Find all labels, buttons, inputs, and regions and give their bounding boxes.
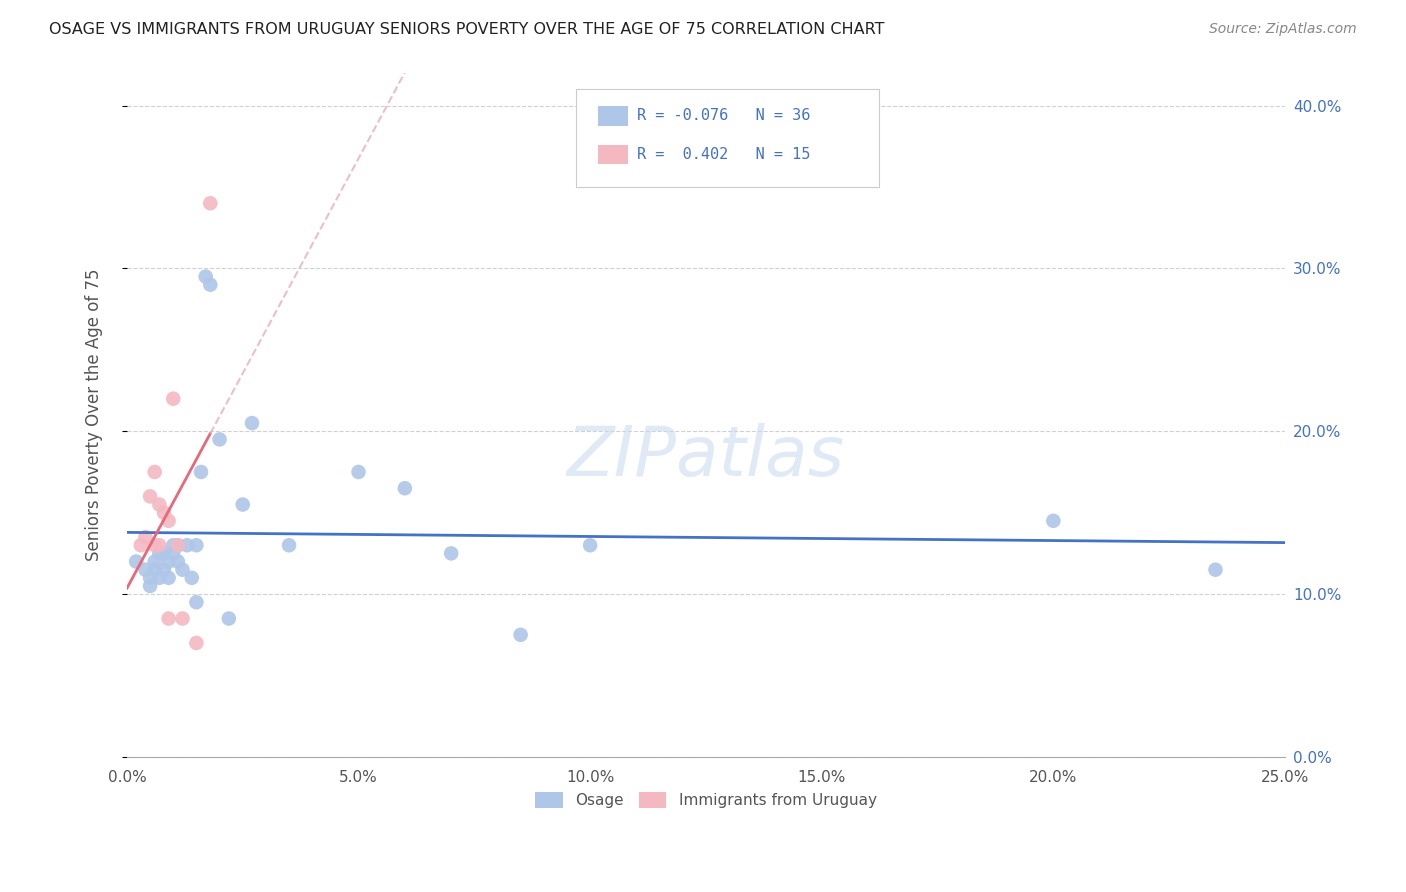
Point bbox=[186, 538, 208, 552]
Point bbox=[208, 433, 231, 447]
Point bbox=[162, 392, 184, 406]
Point bbox=[153, 506, 176, 520]
Point bbox=[167, 555, 190, 569]
Text: R = -0.076   N = 36: R = -0.076 N = 36 bbox=[637, 109, 810, 123]
Point bbox=[347, 465, 370, 479]
Point bbox=[153, 563, 176, 577]
Point bbox=[509, 628, 531, 642]
Legend: Osage, Immigrants from Uruguay: Osage, Immigrants from Uruguay bbox=[529, 786, 883, 814]
Point bbox=[186, 636, 208, 650]
Point bbox=[232, 498, 254, 512]
Point bbox=[143, 563, 166, 577]
Point bbox=[129, 538, 152, 552]
Point bbox=[157, 611, 180, 625]
Point bbox=[157, 514, 180, 528]
Point bbox=[162, 546, 184, 560]
Point bbox=[125, 555, 148, 569]
Point bbox=[139, 571, 162, 585]
Point bbox=[172, 563, 194, 577]
Point bbox=[240, 416, 263, 430]
Point bbox=[139, 579, 162, 593]
Point bbox=[148, 546, 170, 560]
Y-axis label: Seniors Poverty Over the Age of 75: Seniors Poverty Over the Age of 75 bbox=[86, 268, 103, 561]
Point bbox=[1204, 563, 1226, 577]
Point bbox=[167, 538, 190, 552]
Point bbox=[200, 277, 222, 292]
Point bbox=[157, 571, 180, 585]
Point bbox=[148, 498, 170, 512]
Point bbox=[148, 571, 170, 585]
Point bbox=[278, 538, 301, 552]
Point bbox=[440, 546, 463, 560]
Point bbox=[186, 595, 208, 609]
Point bbox=[148, 538, 170, 552]
Text: Source: ZipAtlas.com: Source: ZipAtlas.com bbox=[1209, 22, 1357, 37]
Text: R =  0.402   N = 15: R = 0.402 N = 15 bbox=[637, 147, 810, 161]
Point bbox=[394, 481, 416, 495]
Point bbox=[153, 546, 176, 560]
Point bbox=[134, 530, 156, 544]
Point bbox=[1042, 514, 1064, 528]
Point bbox=[200, 196, 222, 211]
Point bbox=[218, 611, 240, 625]
Point bbox=[143, 555, 166, 569]
Point bbox=[176, 538, 198, 552]
Point bbox=[143, 538, 166, 552]
Point bbox=[162, 538, 184, 552]
Point bbox=[143, 465, 166, 479]
Point bbox=[579, 538, 602, 552]
Point bbox=[180, 571, 202, 585]
Point bbox=[167, 538, 190, 552]
Point bbox=[134, 563, 156, 577]
Point bbox=[139, 489, 162, 503]
Point bbox=[190, 465, 212, 479]
Point bbox=[194, 269, 217, 284]
Point bbox=[172, 611, 194, 625]
Text: OSAGE VS IMMIGRANTS FROM URUGUAY SENIORS POVERTY OVER THE AGE OF 75 CORRELATION : OSAGE VS IMMIGRANTS FROM URUGUAY SENIORS… bbox=[49, 22, 884, 37]
Text: ZIPatlas: ZIPatlas bbox=[567, 423, 845, 490]
Point bbox=[157, 555, 180, 569]
